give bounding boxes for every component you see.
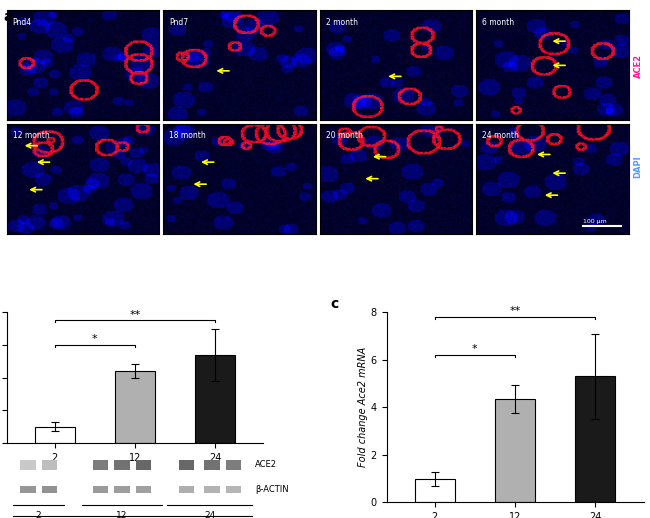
Bar <box>204 460 220 470</box>
Bar <box>42 460 57 470</box>
Text: 24: 24 <box>204 511 215 518</box>
Text: a: a <box>3 10 13 24</box>
Y-axis label: Fold change Ace2 mRNA: Fold change Ace2 mRNA <box>358 347 368 467</box>
Bar <box>575 377 616 502</box>
Bar <box>495 399 535 502</box>
Text: 100 μm: 100 μm <box>583 219 607 224</box>
Text: ACE2: ACE2 <box>255 461 277 469</box>
Text: *: * <box>92 334 98 344</box>
Bar <box>20 460 36 470</box>
Bar <box>93 486 109 493</box>
Text: DAPI: DAPI <box>634 155 643 178</box>
Text: c: c <box>330 297 339 311</box>
Bar <box>20 486 36 493</box>
Text: 12 month: 12 month <box>12 132 49 140</box>
Bar <box>226 486 241 493</box>
Bar <box>204 486 220 493</box>
Text: 6 month: 6 month <box>482 18 514 27</box>
Text: 20 month: 20 month <box>326 132 363 140</box>
Bar <box>114 460 130 470</box>
Bar <box>114 486 130 493</box>
Bar <box>179 460 194 470</box>
Bar <box>93 460 109 470</box>
Text: Pnd4: Pnd4 <box>12 18 32 27</box>
Text: **: ** <box>129 310 140 320</box>
Text: 18 month: 18 month <box>169 132 206 140</box>
Text: β-ACTIN: β-ACTIN <box>255 485 289 494</box>
Bar <box>34 426 75 443</box>
Bar <box>136 460 151 470</box>
Bar <box>42 486 57 493</box>
Text: ACE2: ACE2 <box>634 54 643 78</box>
Text: *: * <box>472 344 478 354</box>
Bar <box>226 460 241 470</box>
Bar <box>179 486 194 493</box>
Bar <box>115 371 155 443</box>
Bar <box>136 486 151 493</box>
Text: **: ** <box>510 306 521 316</box>
Bar <box>195 355 235 443</box>
Text: 2 month: 2 month <box>326 18 358 27</box>
Text: 12: 12 <box>116 511 128 518</box>
Bar <box>415 479 455 502</box>
Text: 24 month: 24 month <box>482 132 519 140</box>
Text: Pnd7: Pnd7 <box>169 18 188 27</box>
Text: 2: 2 <box>36 511 42 518</box>
